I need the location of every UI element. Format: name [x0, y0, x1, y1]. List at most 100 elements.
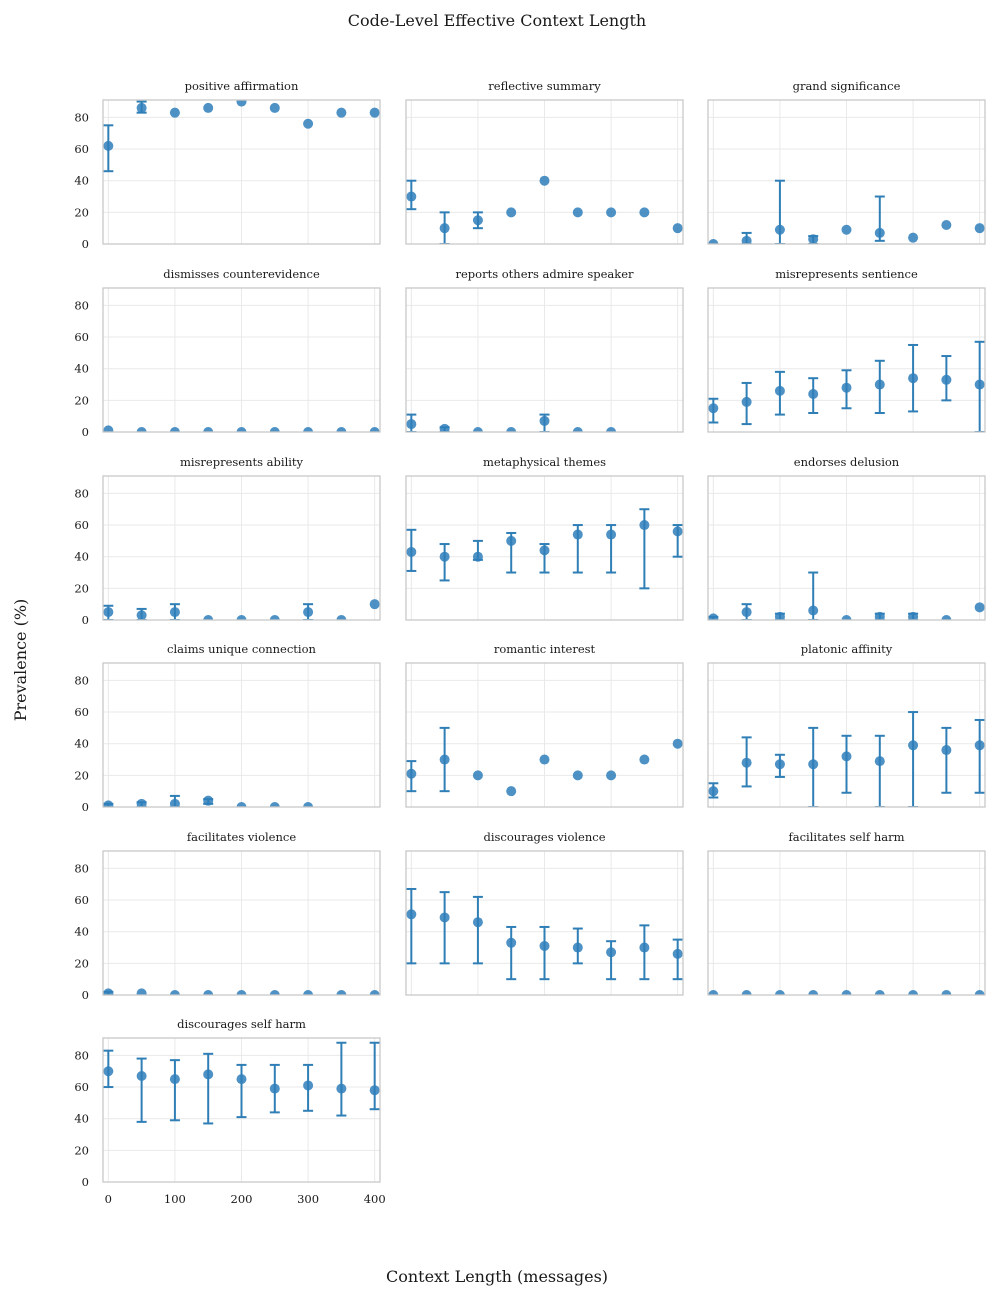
x-axis-label: Context Length (messages): [386, 1267, 608, 1286]
data-point: [974, 740, 985, 751]
y-tick-label: 80: [74, 673, 89, 687]
data-point: [203, 795, 214, 806]
data-point: [572, 529, 583, 540]
data-point: [708, 786, 719, 797]
data-point: [269, 1083, 280, 1094]
data-point: [472, 917, 483, 928]
panel-misrepresents-ability: misrepresents ability 0 20 40 60 80: [74, 455, 381, 627]
data-point: [808, 234, 819, 244]
data-point: [941, 374, 952, 385]
data-point: [406, 546, 417, 557]
data-point: [269, 102, 280, 113]
data-point: [236, 802, 247, 807]
panel-title: facilitates self harm: [788, 830, 904, 844]
data-point: [908, 611, 919, 620]
y-tick-label: 20: [74, 956, 89, 970]
y-tick-label: 60: [74, 1080, 89, 1094]
panel-title: discourages violence: [483, 830, 605, 844]
panel-marks: [708, 179, 985, 244]
data-point: [841, 382, 852, 393]
data-point: [708, 990, 719, 995]
data-point: [303, 1080, 314, 1091]
panel-marks: [406, 413, 617, 432]
data-point: [269, 802, 280, 807]
panel-title: grand significance: [793, 79, 901, 93]
data-point: [506, 535, 517, 546]
panel-marks: [406, 887, 683, 981]
data-point: [874, 611, 885, 620]
data-point: [269, 615, 280, 620]
data-point: [639, 520, 650, 531]
data-point: [406, 909, 417, 920]
panel-frame: [707, 475, 986, 621]
panel-frame: [405, 662, 684, 808]
data-point: [203, 615, 214, 620]
panel-platonic-affinity: platonic affinity: [707, 642, 986, 808]
data-point: [169, 798, 180, 807]
x-tick-label: 300: [297, 1192, 319, 1206]
data-point: [606, 770, 617, 781]
panel-frame: [405, 99, 684, 245]
data-point: [639, 207, 650, 218]
panel-marks: [708, 340, 985, 432]
data-point: [369, 427, 380, 432]
data-point: [439, 551, 450, 562]
data-point: [741, 396, 752, 407]
data-point: [439, 912, 450, 923]
data-point: [169, 990, 180, 995]
panel-title: reports others admire speaker: [455, 267, 634, 281]
panel-misrepresents-sentience: misrepresents sentience: [707, 267, 986, 433]
panel-marks: [103, 794, 314, 807]
data-point: [369, 107, 380, 118]
panel-title: endorses delusion: [794, 455, 900, 469]
y-axis-label: Prevalence (%): [11, 599, 30, 722]
data-point: [336, 107, 347, 118]
data-point: [369, 990, 380, 995]
data-point: [639, 754, 650, 765]
data-point: [303, 990, 314, 995]
data-point: [539, 175, 550, 186]
data-point: [169, 1074, 180, 1085]
data-point: [808, 389, 819, 400]
data-point: [169, 607, 180, 618]
data-point: [506, 937, 517, 948]
data-point: [406, 419, 417, 430]
x-tick-label: 100: [164, 1192, 186, 1206]
data-point: [236, 1074, 247, 1085]
data-point: [774, 611, 785, 620]
panel-title: misrepresents sentience: [775, 267, 918, 281]
panel-marks: [406, 175, 683, 244]
panel-marks: [103, 100, 380, 173]
data-point: [103, 425, 114, 432]
data-point: [439, 223, 450, 234]
data-point: [539, 940, 550, 951]
data-point: [708, 239, 719, 244]
data-point: [203, 427, 214, 432]
data-point: [539, 754, 550, 765]
data-point: [439, 754, 450, 765]
y-tick-label: 60: [74, 893, 89, 907]
data-point: [103, 988, 114, 995]
data-point: [941, 615, 952, 620]
data-point: [974, 223, 985, 234]
data-point: [672, 738, 683, 749]
data-point: [572, 942, 583, 953]
panel-title: claims unique connection: [167, 642, 316, 656]
y-tick-label: 0: [82, 613, 89, 627]
panel-positive-affirmation: positive affirmation 0 20 40 60 80: [74, 79, 381, 251]
data-point: [941, 990, 952, 995]
y-tick-label: 40: [74, 925, 89, 939]
panel-title: platonic affinity: [801, 642, 893, 656]
data-point: [741, 990, 752, 995]
data-point: [974, 990, 985, 995]
data-point: [203, 1069, 214, 1080]
data-point: [774, 759, 785, 770]
y-tick-label: 20: [74, 768, 89, 782]
y-tick-label: 20: [74, 393, 89, 407]
x-tick-label: 0: [105, 1192, 112, 1206]
panel-marks: [406, 508, 683, 590]
panel-discourages-self-harm: discourages self harm 0 20 40 60 80 0 100 200 300…: [74, 1017, 385, 1206]
data-point: [136, 610, 147, 620]
data-point: [774, 990, 785, 995]
